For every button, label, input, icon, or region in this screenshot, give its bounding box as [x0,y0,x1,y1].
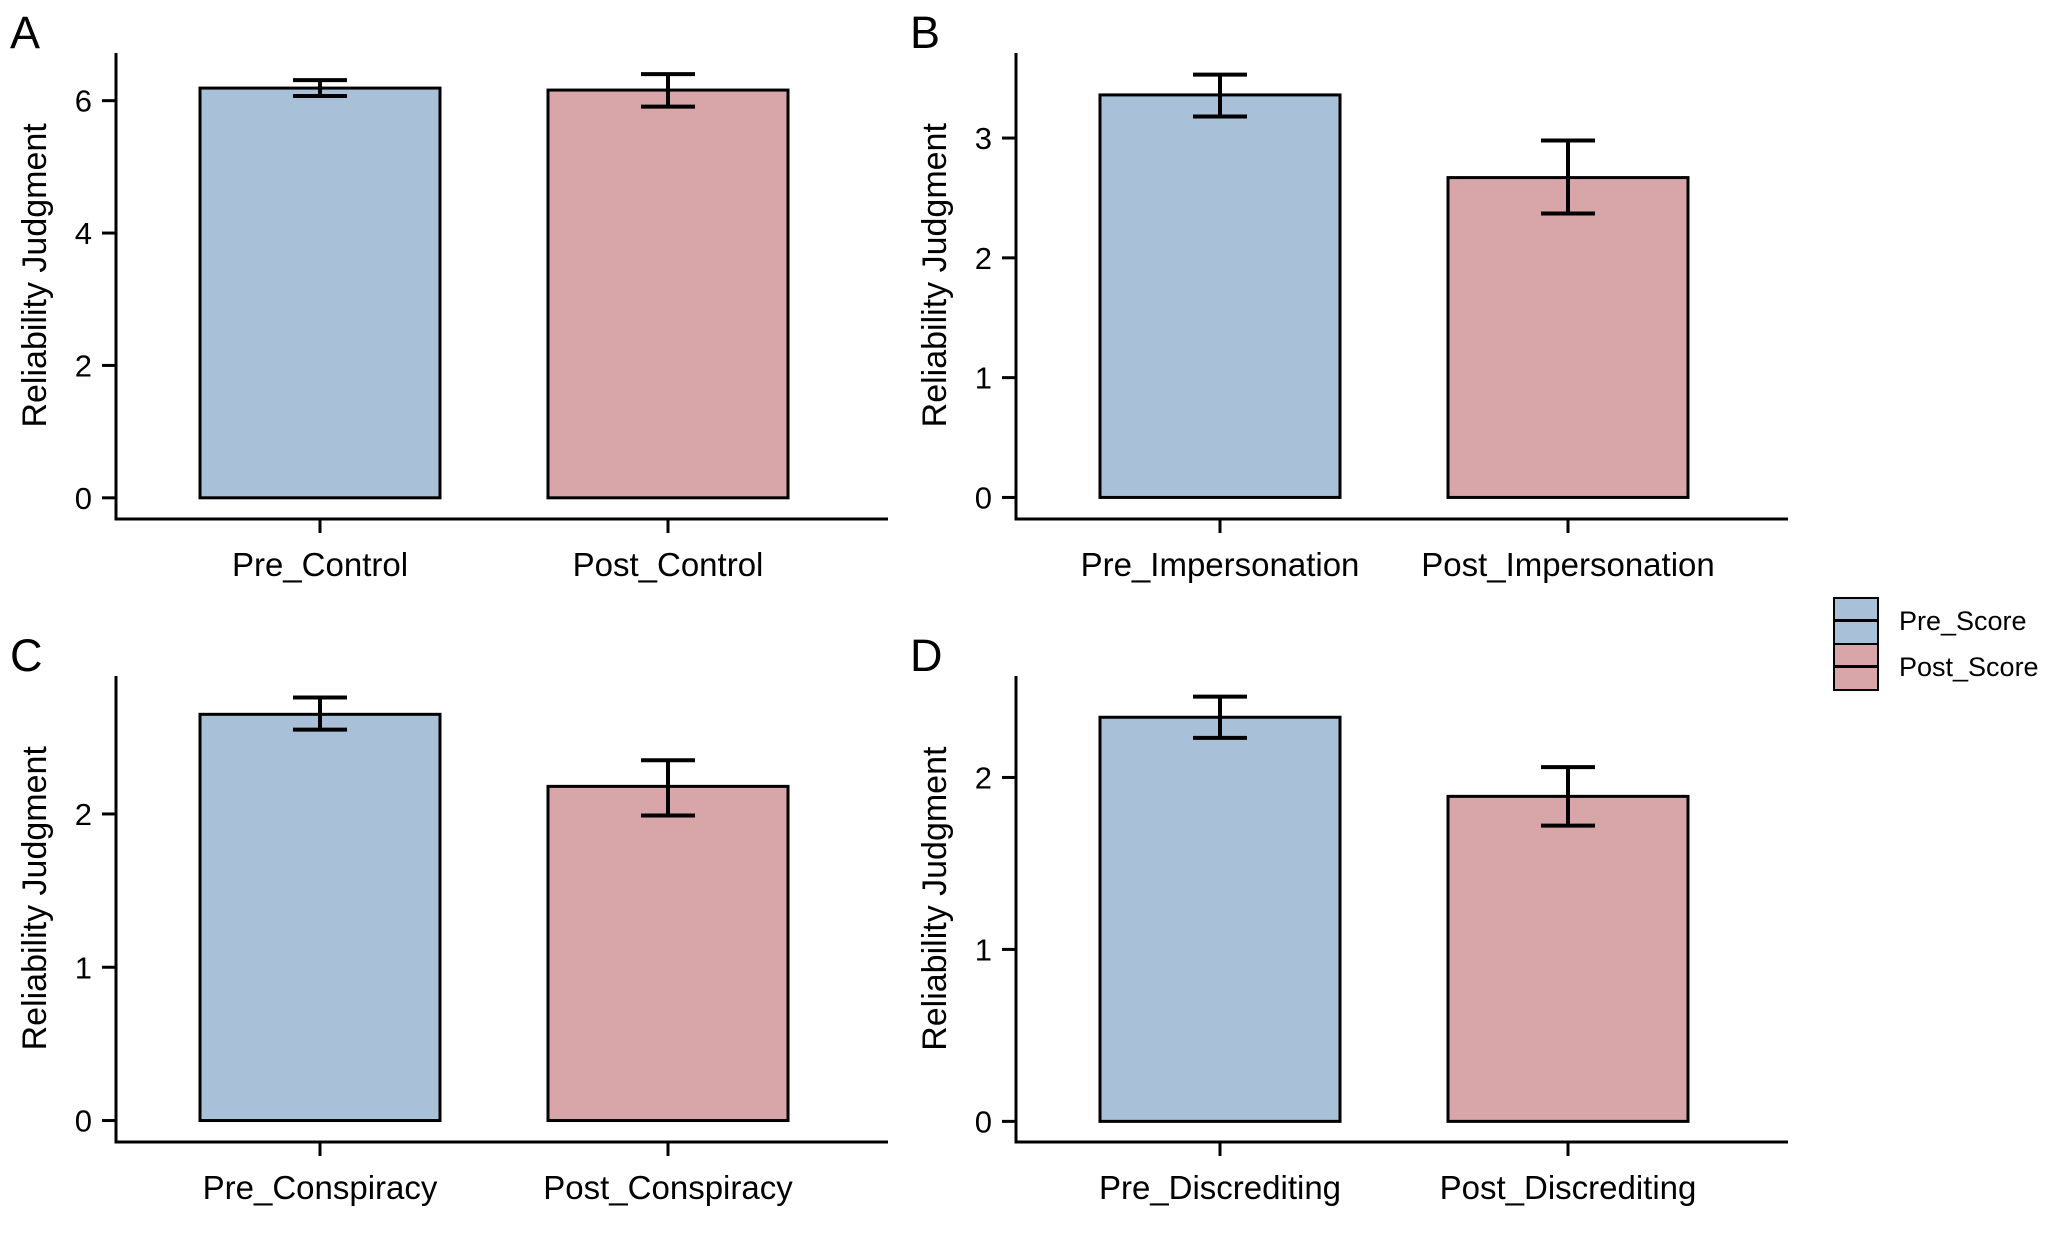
bar-post-control [546,88,790,500]
errorbar-keyline-icon [1835,619,1877,622]
y-axis-title: Reliability Judgment [916,123,954,428]
bar-pre-impersonation [1098,93,1342,499]
x-category-label-post-impersonation: Post_Impersonation [1421,546,1715,583]
errorbar-keyline-icon [1835,665,1877,668]
panel-d-chart: 0 1 2 Pre_Discrediting Post_Discrediting Reli… [910,630,1788,1206]
bar-post-impersonation [1446,176,1690,499]
panel-letter: D [910,630,943,681]
y-tick-label: 0 [75,1104,92,1139]
y-tick-label: 1 [75,950,92,985]
legend: Pre_Score Post_Score [1833,597,2039,691]
x-category-label-pre-impersonation: Pre_Impersonation [1081,546,1360,583]
bar-pre-control [198,86,442,500]
y-axis-title: Reliability Judgment [16,123,54,428]
y-axis-title: Reliability Judgment [916,746,954,1051]
panel-a-chart: 0 2 4 6 Pre_Control Post_Control Reliability J… [10,7,888,583]
y-tick-label: 6 [75,84,92,119]
x-category-label-post-control: Post_Control [573,546,764,583]
legend-item-post-score: Post_Score [1833,643,2039,691]
legend-label-pre-score: Pre_Score [1899,605,2027,636]
post-score-swatch-icon [1833,643,1879,691]
y-tick-label: 2 [975,241,992,276]
y-tick-label: 0 [975,480,992,515]
y-tick-label: 2 [975,760,992,795]
y-tick-label: 1 [975,932,992,967]
panel-letter: A [10,7,40,58]
y-axis-title: Reliability Judgment [16,746,54,1051]
x-category-label-post-discrediting: Post_Discrediting [1440,1169,1697,1206]
bar-post-discrediting [1446,794,1690,1123]
panel-letter: B [910,7,940,58]
x-category-label-pre-conspiracy: Pre_Conspiracy [203,1169,438,1206]
pre-score-swatch-icon [1833,597,1879,645]
bar-pre-conspiracy [198,712,442,1123]
legend-label-post-score: Post_Score [1899,651,2039,682]
y-tick-label: 0 [75,481,92,516]
panel-b-chart: 0 1 2 3 Pre_Impersonation Post_Impersonation R… [910,7,1788,583]
x-category-label-post-conspiracy: Post_Conspiracy [543,1169,793,1206]
y-tick-label: 0 [975,1104,992,1139]
y-tick-label: 4 [75,216,92,251]
y-tick-label: 3 [975,121,992,156]
y-tick-label: 2 [75,797,92,832]
y-tick-label: 1 [975,361,992,396]
bar-pre-discrediting [1098,715,1342,1123]
panel-c-chart: 0 1 2 Pre_Conspiracy Post_Conspiracy Reliabil… [10,630,888,1206]
panel-letter: C [10,630,43,681]
y-tick-label: 2 [75,348,92,383]
legend-item-pre-score: Pre_Score [1833,597,2039,645]
bar-post-conspiracy [546,784,790,1123]
x-category-label-pre-discrediting: Pre_Discrediting [1099,1169,1341,1206]
x-category-label-pre-control: Pre_Control [232,546,408,583]
